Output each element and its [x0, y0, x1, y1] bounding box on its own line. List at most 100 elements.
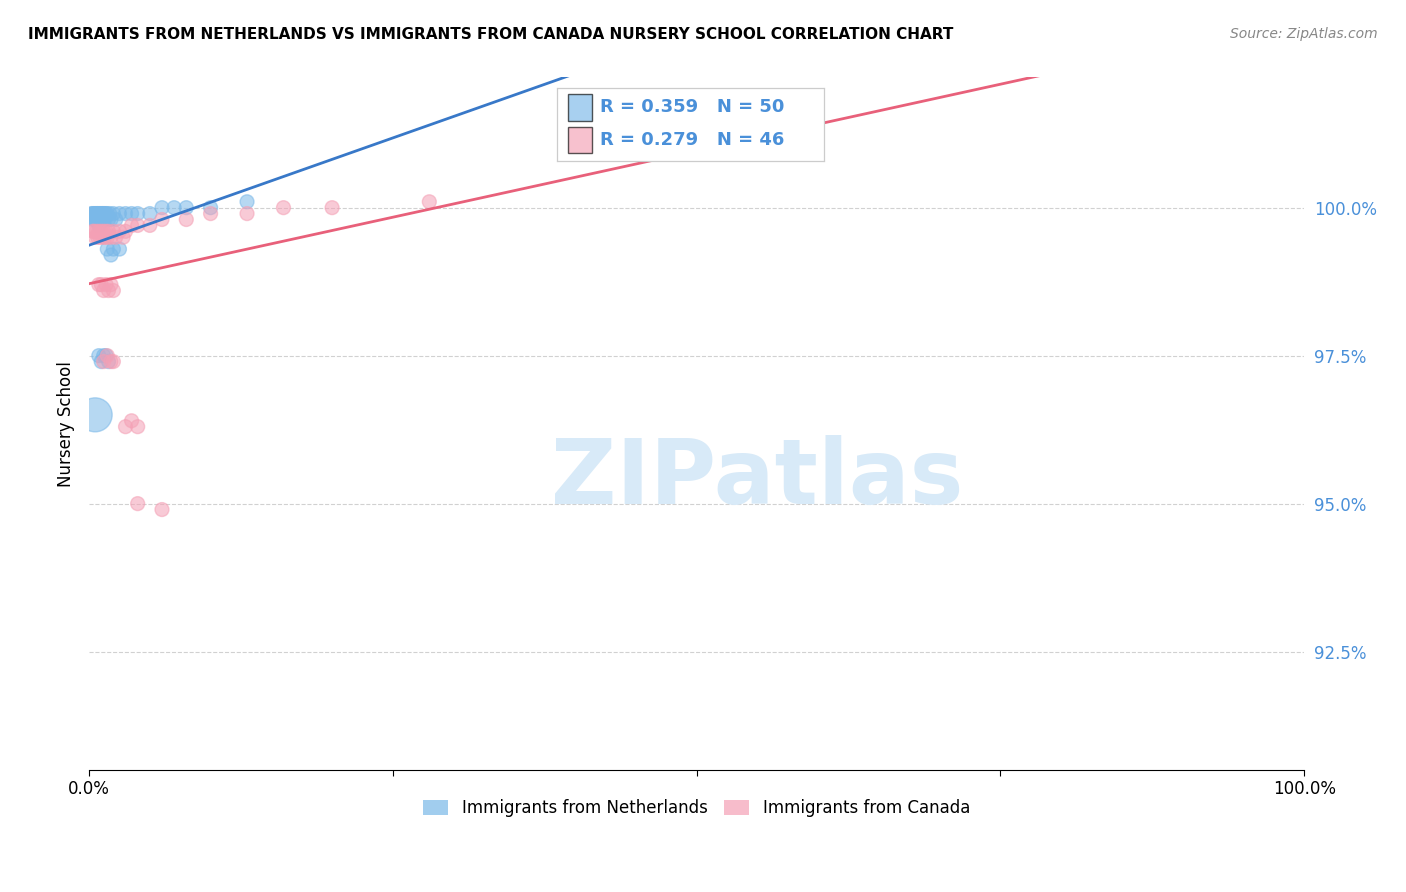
Point — [150, 201, 173, 215]
Point — [108, 224, 131, 238]
Point — [100, 354, 122, 368]
Point — [87, 349, 110, 363]
Point — [121, 219, 143, 233]
Point — [100, 212, 122, 227]
Point — [93, 284, 115, 298]
Point — [86, 212, 108, 227]
Point — [96, 206, 118, 220]
Point — [84, 230, 107, 244]
Point — [121, 206, 143, 220]
Point — [89, 230, 111, 244]
Point — [100, 248, 122, 262]
Point — [108, 242, 131, 256]
Point — [236, 194, 259, 209]
Point — [97, 354, 120, 368]
Point — [91, 212, 114, 227]
Point — [108, 206, 131, 220]
Point — [127, 219, 149, 233]
Point — [87, 277, 110, 292]
Point — [87, 224, 110, 238]
Point — [127, 419, 149, 434]
Point — [100, 230, 122, 244]
Point — [98, 206, 121, 220]
Point — [83, 206, 105, 220]
Point — [97, 212, 120, 227]
Point — [112, 230, 135, 244]
Point — [90, 277, 112, 292]
Point — [174, 212, 197, 227]
Point — [86, 206, 108, 220]
Point — [96, 349, 118, 363]
Point — [94, 206, 117, 220]
Point — [94, 277, 117, 292]
Point — [100, 277, 122, 292]
Point — [139, 206, 162, 220]
Point — [83, 212, 105, 227]
Point — [97, 224, 120, 238]
Point — [200, 201, 222, 215]
Point — [103, 242, 125, 256]
Point — [90, 224, 112, 238]
Point — [103, 206, 125, 220]
Point — [93, 354, 115, 368]
Point — [87, 206, 110, 220]
Point — [103, 284, 125, 298]
Point — [114, 419, 136, 434]
Point — [89, 206, 111, 220]
Point — [150, 212, 173, 227]
Point — [127, 206, 149, 220]
Point — [91, 230, 114, 244]
Point — [236, 206, 259, 220]
Legend: Immigrants from Netherlands, Immigrants from Canada: Immigrants from Netherlands, Immigrants … — [416, 793, 977, 824]
Point — [93, 224, 115, 238]
Point — [103, 354, 125, 368]
Point — [82, 212, 104, 227]
Point — [94, 230, 117, 244]
Point — [93, 212, 115, 227]
Point — [91, 206, 114, 220]
Point — [103, 224, 125, 238]
Point — [82, 224, 104, 238]
Point — [127, 497, 149, 511]
Point — [89, 212, 111, 227]
Point — [90, 206, 112, 220]
Point — [104, 230, 127, 244]
Point — [86, 212, 108, 227]
Point — [90, 354, 112, 368]
Point — [114, 224, 136, 238]
Point — [174, 201, 197, 215]
Point — [273, 201, 295, 215]
Point — [94, 349, 117, 363]
Point — [87, 219, 110, 233]
Point — [97, 284, 120, 298]
Text: Source: ZipAtlas.com: Source: ZipAtlas.com — [1230, 27, 1378, 41]
Point — [86, 224, 108, 238]
Text: ZIPatlas: ZIPatlas — [551, 435, 963, 523]
Point — [321, 201, 343, 215]
Point — [84, 408, 107, 422]
Point — [96, 242, 118, 256]
Point — [86, 230, 108, 244]
Point — [82, 206, 104, 220]
Text: IMMIGRANTS FROM NETHERLANDS VS IMMIGRANTS FROM CANADA NURSERY SCHOOL CORRELATION: IMMIGRANTS FROM NETHERLANDS VS IMMIGRANT… — [28, 27, 953, 42]
Point — [114, 206, 136, 220]
Y-axis label: Nursery School: Nursery School — [58, 360, 75, 487]
Point — [139, 219, 162, 233]
Point — [84, 206, 107, 220]
Point — [94, 206, 117, 220]
Point — [93, 349, 115, 363]
Point — [80, 206, 103, 220]
Point — [86, 206, 108, 220]
Point — [150, 502, 173, 516]
Point — [83, 224, 105, 238]
Point — [94, 212, 117, 227]
Point — [96, 230, 118, 244]
Point — [94, 224, 117, 238]
Point — [121, 414, 143, 428]
Point — [200, 206, 222, 220]
Point — [418, 194, 440, 209]
Point — [104, 212, 127, 227]
Point — [90, 212, 112, 227]
Point — [163, 201, 186, 215]
Point — [93, 206, 115, 220]
